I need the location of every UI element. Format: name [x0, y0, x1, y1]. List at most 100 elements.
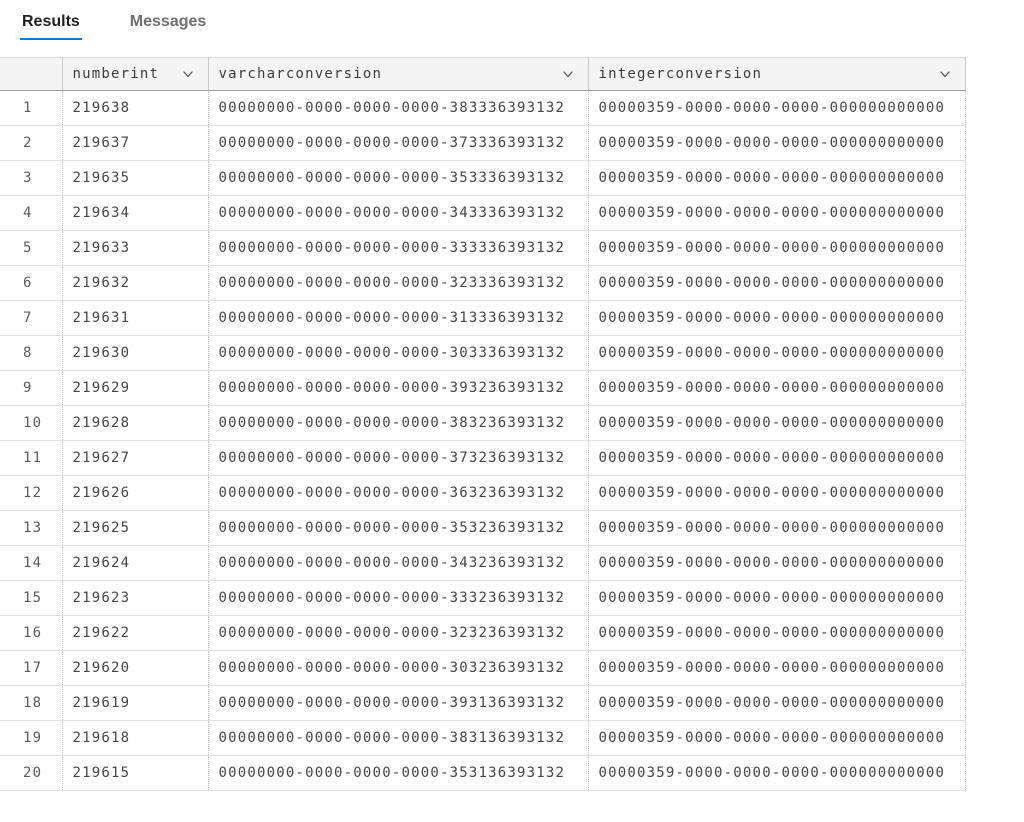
row-number-cell[interactable]: 20 [0, 755, 63, 791]
cell-integerconversion[interactable]: 00000359-0000-0000-0000-000000000000 [588, 720, 966, 756]
table-row: 13 219625 00000000-0000-0000-0000-353236… [0, 510, 966, 546]
cell-numberint[interactable]: 219635 [62, 160, 209, 196]
cell-integerconversion[interactable]: 00000359-0000-0000-0000-000000000000 [588, 685, 966, 721]
column-header-integerconversion[interactable]: integerconversion [588, 57, 966, 91]
row-number-cell[interactable]: 3 [0, 160, 63, 196]
row-number-cell[interactable]: 15 [0, 580, 63, 616]
row-number-cell[interactable]: 4 [0, 195, 63, 231]
tab-messages[interactable]: Messages [129, 13, 207, 30]
select-all-corner-cell[interactable] [0, 57, 63, 91]
cell-varcharconversion[interactable]: 00000000-0000-0000-0000-323236393132 [208, 615, 589, 651]
cell-varcharconversion[interactable]: 00000000-0000-0000-0000-393236393132 [208, 370, 589, 406]
cell-integerconversion[interactable]: 00000359-0000-0000-0000-000000000000 [588, 335, 966, 371]
cell-numberint[interactable]: 219627 [62, 440, 209, 476]
row-number-cell[interactable]: 1 [0, 90, 63, 126]
cell-varcharconversion[interactable]: 00000000-0000-0000-0000-373336393132 [208, 125, 589, 161]
cell-integerconversion[interactable]: 00000359-0000-0000-0000-000000000000 [588, 475, 966, 511]
cell-numberint[interactable]: 219615 [62, 755, 209, 791]
column-header-varcharconversion[interactable]: varcharconversion [208, 57, 589, 91]
cell-varcharconversion[interactable]: 00000000-0000-0000-0000-353136393132 [208, 755, 589, 791]
tab-results[interactable]: Results [20, 0, 82, 40]
cell-numberint[interactable]: 219631 [62, 300, 209, 336]
cell-varcharconversion[interactable]: 00000000-0000-0000-0000-383336393132 [208, 90, 589, 126]
row-number-cell[interactable]: 7 [0, 300, 63, 336]
cell-numberint[interactable]: 219618 [62, 720, 209, 756]
row-number-cell[interactable]: 19 [0, 720, 63, 756]
column-header-label: varcharconversion [218, 66, 383, 82]
cell-numberint[interactable]: 219633 [62, 230, 209, 266]
row-number-cell[interactable]: 8 [0, 335, 63, 371]
cell-integerconversion[interactable]: 00000359-0000-0000-0000-000000000000 [588, 615, 966, 651]
cell-integerconversion[interactable]: 00000359-0000-0000-0000-000000000000 [588, 440, 966, 476]
cell-integerconversion[interactable]: 00000359-0000-0000-0000-000000000000 [588, 125, 966, 161]
cell-varcharconversion[interactable]: 00000000-0000-0000-0000-323336393132 [208, 265, 589, 301]
cell-integerconversion[interactable]: 00000359-0000-0000-0000-000000000000 [588, 265, 966, 301]
grid-body: 1 219638 00000000-0000-0000-0000-3833363… [0, 90, 966, 791]
column-header-label: integerconversion [598, 66, 763, 82]
cell-integerconversion[interactable]: 00000359-0000-0000-0000-000000000000 [588, 160, 966, 196]
cell-varcharconversion[interactable]: 00000000-0000-0000-0000-383236393132 [208, 405, 589, 441]
cell-varcharconversion[interactable]: 00000000-0000-0000-0000-313336393132 [208, 300, 589, 336]
row-number-cell[interactable]: 16 [0, 615, 63, 651]
row-number-cell[interactable]: 2 [0, 125, 63, 161]
cell-numberint[interactable]: 219634 [62, 195, 209, 231]
row-number-cell[interactable]: 9 [0, 370, 63, 406]
cell-integerconversion[interactable]: 00000359-0000-0000-0000-000000000000 [588, 230, 966, 266]
cell-integerconversion[interactable]: 00000359-0000-0000-0000-000000000000 [588, 580, 966, 616]
cell-varcharconversion[interactable]: 00000000-0000-0000-0000-353236393132 [208, 510, 589, 546]
cell-numberint[interactable]: 219623 [62, 580, 209, 616]
cell-varcharconversion[interactable]: 00000000-0000-0000-0000-363236393132 [208, 475, 589, 511]
cell-numberint[interactable]: 219628 [62, 405, 209, 441]
cell-varcharconversion[interactable]: 00000000-0000-0000-0000-353336393132 [208, 160, 589, 196]
cell-integerconversion[interactable]: 00000359-0000-0000-0000-000000000000 [588, 650, 966, 686]
row-number-cell[interactable]: 14 [0, 545, 63, 581]
chevron-down-icon[interactable] [181, 67, 195, 81]
table-row: 3 219635 00000000-0000-0000-0000-3533363… [0, 160, 966, 196]
table-row: 7 219631 00000000-0000-0000-0000-3133363… [0, 300, 966, 336]
chevron-down-icon[interactable] [938, 67, 952, 81]
cell-integerconversion[interactable]: 00000359-0000-0000-0000-000000000000 [588, 510, 966, 546]
column-header-label: numberint [72, 66, 160, 82]
cell-integerconversion[interactable]: 00000359-0000-0000-0000-000000000000 [588, 195, 966, 231]
row-number-cell[interactable]: 12 [0, 475, 63, 511]
cell-integerconversion[interactable]: 00000359-0000-0000-0000-000000000000 [588, 545, 966, 581]
cell-numberint[interactable]: 219626 [62, 475, 209, 511]
chevron-down-icon[interactable] [561, 67, 575, 81]
cell-integerconversion[interactable]: 00000359-0000-0000-0000-000000000000 [588, 300, 966, 336]
cell-integerconversion[interactable]: 00000359-0000-0000-0000-000000000000 [588, 90, 966, 126]
cell-numberint[interactable]: 219619 [62, 685, 209, 721]
row-number-cell[interactable]: 18 [0, 685, 63, 721]
query-results-grid: numberint varcharconversion integerconve… [0, 57, 966, 791]
row-number-cell[interactable]: 10 [0, 405, 63, 441]
cell-numberint[interactable]: 219620 [62, 650, 209, 686]
row-number-cell[interactable]: 5 [0, 230, 63, 266]
table-row: 6 219632 00000000-0000-0000-0000-3233363… [0, 265, 966, 301]
cell-numberint[interactable]: 219622 [62, 615, 209, 651]
cell-varcharconversion[interactable]: 00000000-0000-0000-0000-303236393132 [208, 650, 589, 686]
cell-numberint[interactable]: 219624 [62, 545, 209, 581]
cell-integerconversion[interactable]: 00000359-0000-0000-0000-000000000000 [588, 405, 966, 441]
cell-varcharconversion[interactable]: 00000000-0000-0000-0000-333236393132 [208, 580, 589, 616]
cell-varcharconversion[interactable]: 00000000-0000-0000-0000-303336393132 [208, 335, 589, 371]
cell-numberint[interactable]: 219629 [62, 370, 209, 406]
cell-numberint[interactable]: 219632 [62, 265, 209, 301]
row-number-cell[interactable]: 6 [0, 265, 63, 301]
cell-varcharconversion[interactable]: 00000000-0000-0000-0000-343336393132 [208, 195, 589, 231]
table-row: 1 219638 00000000-0000-0000-0000-3833363… [0, 90, 966, 126]
cell-varcharconversion[interactable]: 00000000-0000-0000-0000-373236393132 [208, 440, 589, 476]
row-number-cell[interactable]: 13 [0, 510, 63, 546]
row-number-cell[interactable]: 11 [0, 440, 63, 476]
cell-varcharconversion[interactable]: 00000000-0000-0000-0000-383136393132 [208, 720, 589, 756]
column-header-numberint[interactable]: numberint [62, 57, 209, 91]
cell-numberint[interactable]: 219638 [62, 90, 209, 126]
cell-integerconversion[interactable]: 00000359-0000-0000-0000-000000000000 [588, 755, 966, 791]
cell-numberint[interactable]: 219630 [62, 335, 209, 371]
cell-numberint[interactable]: 219625 [62, 510, 209, 546]
cell-varcharconversion[interactable]: 00000000-0000-0000-0000-343236393132 [208, 545, 589, 581]
cell-varcharconversion[interactable]: 00000000-0000-0000-0000-393136393132 [208, 685, 589, 721]
table-row: 11 219627 00000000-0000-0000-0000-373236… [0, 440, 966, 476]
cell-varcharconversion[interactable]: 00000000-0000-0000-0000-333336393132 [208, 230, 589, 266]
cell-integerconversion[interactable]: 00000359-0000-0000-0000-000000000000 [588, 370, 966, 406]
row-number-cell[interactable]: 17 [0, 650, 63, 686]
cell-numberint[interactable]: 219637 [62, 125, 209, 161]
